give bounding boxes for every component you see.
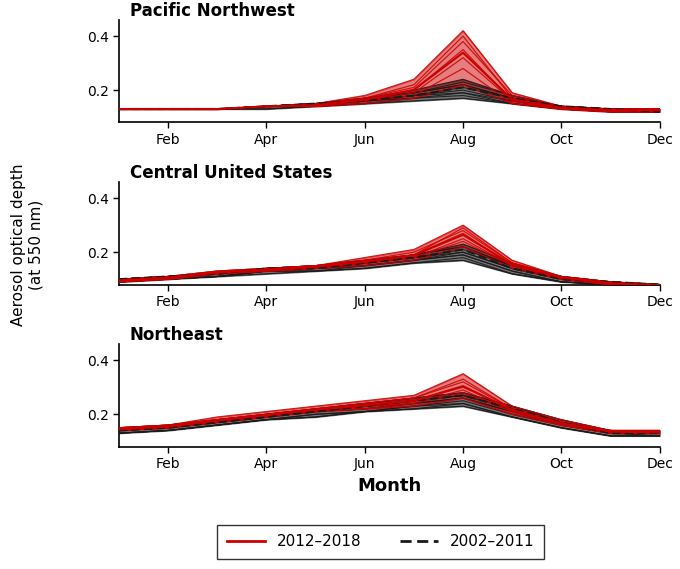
Text: Central United States: Central United States — [130, 164, 333, 182]
X-axis label: Month: Month — [357, 477, 422, 494]
Text: Aerosol optical depth
(at 550 nm): Aerosol optical depth (at 550 nm) — [11, 163, 44, 326]
Legend: 2012–2018, 2002–2011: 2012–2018, 2002–2011 — [218, 525, 544, 559]
Text: Pacific Northwest: Pacific Northwest — [130, 2, 294, 20]
Text: Northeast: Northeast — [130, 326, 224, 344]
